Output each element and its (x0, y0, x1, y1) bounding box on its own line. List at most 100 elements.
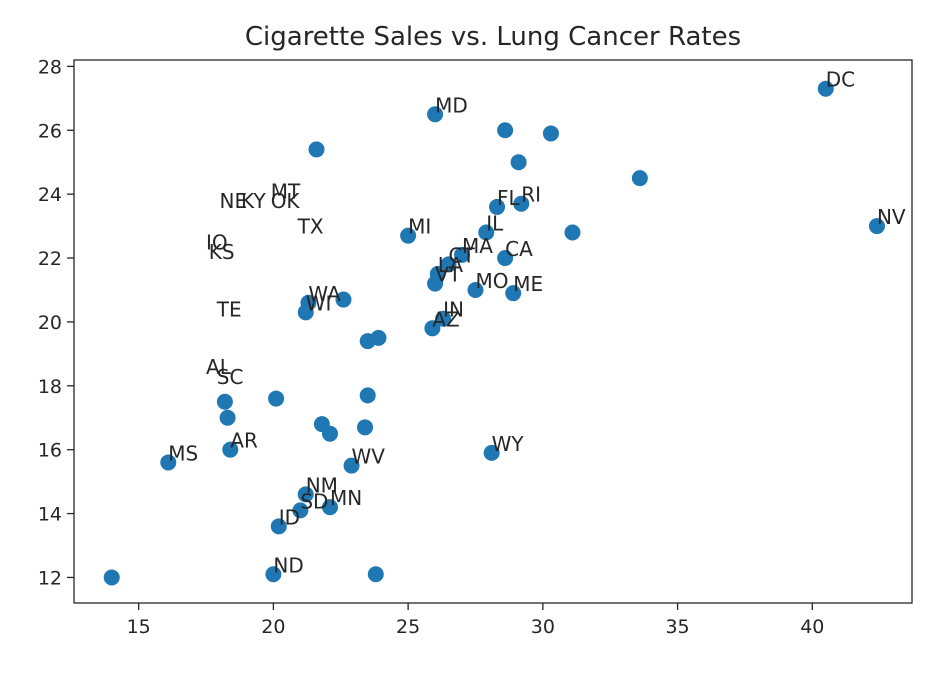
scatter-point (370, 329, 387, 346)
scatter-point (160, 454, 177, 471)
scatter-point (219, 409, 236, 426)
point-label: IL (486, 211, 504, 235)
y-tick-label: 26 (38, 120, 62, 142)
scatter-point (357, 419, 374, 436)
scatter-point (335, 291, 352, 308)
scatter-point (222, 441, 239, 458)
point-label: MO (475, 269, 508, 293)
point-label: ND (273, 553, 303, 577)
point-label: KS (209, 240, 235, 264)
points-layer (103, 80, 885, 586)
point-label: CT (449, 243, 476, 267)
point-label: VT (435, 263, 462, 287)
scatter-point (297, 486, 314, 503)
x-tick-label: 25 (396, 616, 420, 638)
point-label: WA (308, 282, 341, 306)
scatter-point (265, 566, 282, 583)
x-tick-label: 35 (665, 616, 689, 638)
point-label: MD (435, 93, 468, 117)
chart-title: Cigarette Sales vs. Lung Cancer Rates (245, 22, 741, 52)
axes-layer: 15 20 25 30 35 40 12 14 16 18 20 22 24 26 28 (38, 56, 913, 638)
point-label: MS (168, 441, 198, 465)
scatter-point (321, 425, 338, 442)
point-label: RI (521, 183, 541, 207)
scatter-point (483, 444, 500, 461)
point-label: FL (497, 186, 521, 210)
scatter-point (270, 518, 287, 535)
scatter-point (216, 393, 233, 410)
point-label: OK (271, 189, 301, 213)
point-label: MT (271, 180, 301, 204)
scatter-point (424, 320, 441, 337)
x-tick-label: 20 (261, 616, 285, 638)
scatter-point (513, 195, 530, 212)
point-label: DC (826, 68, 855, 92)
scatter-point (454, 246, 471, 263)
point-label: ME (513, 272, 543, 296)
point-label: SD (300, 489, 328, 513)
point-label: MA (462, 234, 493, 258)
scatter-point (564, 224, 581, 241)
y-tick-label: 24 (38, 184, 62, 206)
point-label: MI (408, 215, 431, 239)
y-tick-label: 14 (38, 504, 62, 526)
point-label: ID (279, 505, 300, 529)
point-label: KY (241, 189, 266, 213)
scatter-point (268, 390, 285, 407)
scatter-point (489, 198, 506, 215)
scatter-point (103, 569, 120, 586)
point-label: WY (492, 432, 525, 456)
y-tick-label: 20 (38, 312, 62, 334)
scatter-point (367, 566, 384, 583)
point-label: WI (306, 291, 332, 315)
scatter-point (435, 310, 452, 327)
scatter-point (440, 256, 457, 273)
point-label: WV (352, 445, 386, 469)
point-label: IO (206, 231, 228, 255)
x-tick-label: 30 (531, 616, 555, 638)
scatter-point (359, 387, 376, 404)
scatter-point (308, 141, 325, 158)
point-label: SC (217, 365, 244, 389)
y-tick-label: 16 (38, 440, 62, 462)
scatter-point (478, 224, 495, 241)
point-label: TX (297, 215, 324, 239)
scatter-point (868, 218, 885, 235)
scatter-point (297, 304, 314, 321)
scatter-point (542, 125, 559, 142)
scatter-point (427, 275, 444, 292)
scatter-point (497, 122, 514, 139)
point-label: MN (330, 486, 362, 510)
point-label: AR (230, 429, 258, 453)
scatter-point (400, 227, 417, 244)
point-label: IN (443, 298, 464, 322)
scatter-point (631, 170, 648, 187)
x-tick-label: 40 (800, 616, 824, 638)
scatter-point (497, 250, 514, 267)
x-tick-label: 15 (127, 616, 151, 638)
y-tick-label: 28 (38, 56, 62, 78)
point-label: LA (438, 253, 464, 277)
scatter-point (292, 502, 309, 519)
point-label: NV (877, 205, 906, 229)
scatter-point (817, 80, 834, 97)
point-label: AZ (432, 307, 459, 331)
scatter-point (510, 154, 527, 171)
y-tick-label: 18 (38, 376, 62, 398)
scatter-point (505, 285, 522, 302)
scatter-point (427, 106, 444, 123)
point-label: NE (220, 189, 248, 213)
plot-frame (73, 59, 913, 604)
scatter-point (467, 281, 484, 298)
y-tick-label: 22 (38, 248, 62, 270)
scatter-point (343, 457, 360, 474)
point-label: NM (306, 473, 338, 497)
point-label: CA (505, 237, 533, 261)
scatter-point (321, 499, 338, 516)
point-label: AL (206, 355, 232, 379)
point-label: TE (216, 298, 242, 322)
y-tick-label: 12 (38, 567, 62, 589)
